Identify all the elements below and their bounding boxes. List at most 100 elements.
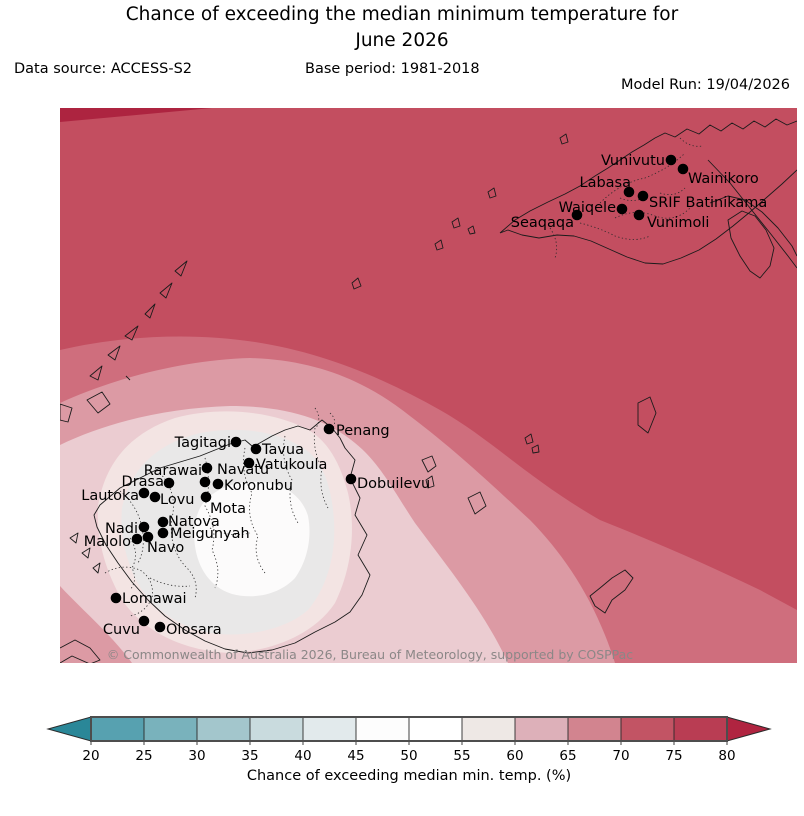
town-dot-vunivutu (665, 154, 677, 166)
town-dot-lomawai (110, 592, 122, 604)
town-dot-rarawai (201, 462, 213, 474)
title-line-2: June 2026 (355, 30, 449, 52)
colorbar-segment-45-50 (356, 717, 409, 741)
colorbar-tick-labels: 20 25 30 35 40 45 50 55 60 65 70 75 80 (82, 748, 735, 764)
town-dot-waiqele (616, 203, 628, 215)
town-dot-vunimoli (633, 209, 645, 221)
town-label-natova: Natova (168, 514, 220, 530)
town-dot-natova (157, 516, 169, 528)
colorbar-left-arrow (46, 716, 92, 742)
colorbar-segment-20-25 (91, 717, 144, 741)
page-title: Chance of exceeding the median minimum t… (0, 2, 804, 55)
town-dot-olosara (154, 621, 166, 633)
small-islands-north (351, 133, 569, 290)
town-label-malolo: Malolo (84, 534, 131, 550)
colorbar-tick-65: 65 (559, 748, 576, 764)
town-dot-vatukoula (243, 457, 255, 469)
town-label-waiqele: Waiqele (559, 200, 616, 216)
colorbar-segment-50-55 (409, 717, 462, 741)
colorbar-right-arrow (726, 716, 772, 742)
town-label-nadi: Nadi (105, 521, 138, 537)
band-gt80 (60, 108, 212, 122)
town-label-lovu: Lovu (160, 492, 194, 508)
town-dot-tagitagi (230, 436, 242, 448)
colorbar-segment-70-75 (621, 717, 674, 741)
town-label-labasa: Labasa (580, 175, 632, 191)
colorbar-segment-55-60 (462, 717, 515, 741)
colorbar-caption: Chance of exceeding median min. temp. (%… (247, 768, 571, 784)
town-label-tagitagi: Tagitagi (174, 435, 231, 451)
town-dot-drasa (163, 477, 175, 489)
colorbar-tick-20: 20 (82, 748, 99, 764)
town-label-vatukoula: Vatukoula (256, 457, 327, 473)
town-dot-dobuilevu (345, 473, 357, 485)
town-label-tavua: Tavua (261, 442, 304, 458)
small-islands-east (421, 396, 657, 515)
colorbar-tick-30: 30 (188, 748, 205, 764)
town-label-navo: Navo (147, 540, 184, 556)
colorbar-tick-80: 80 (718, 748, 735, 764)
model-run-label: Model Run: 19/04/2026 (620, 77, 790, 94)
town-label-lomawai: Lomawai (122, 591, 186, 607)
mamanuca-islets (60, 532, 101, 663)
town-label-wainikoro: Wainikoro (688, 171, 759, 187)
colorbar-tick-45: 45 (347, 748, 364, 764)
town-label-koronubu: Koronubu (224, 478, 293, 494)
town-dot-meigunyah (157, 527, 169, 539)
town-label-penang: Penang (336, 423, 390, 439)
colorbar-segment-25-30 (144, 717, 197, 741)
colorbar-tick-35: 35 (241, 748, 258, 764)
colorbar-tick-25: 25 (135, 748, 152, 764)
town-dot-malolo (131, 533, 143, 545)
taveuni-coast (727, 210, 775, 279)
colorbar-tick-50: 50 (400, 748, 417, 764)
town-dot-mota (200, 491, 212, 503)
band-45-50 (194, 481, 310, 597)
town-dot-labasa (623, 186, 635, 198)
coastlines (60, 118, 797, 663)
colorbar-segment-65-70 (568, 717, 621, 741)
colorbar-segment-60-65 (515, 717, 568, 741)
colorbar-segments (90, 717, 728, 745)
viti-levu-coast (93, 419, 371, 654)
title-line-1: Chance of exceeding the median minimum t… (125, 4, 679, 25)
kadavu-coast (589, 569, 634, 614)
town-label-drasa: Drasa (122, 474, 164, 490)
yasawa-islands (60, 260, 188, 423)
town-label-vunimoli: Vunimoli (647, 215, 709, 231)
colorbar-tick-70: 70 (612, 748, 629, 764)
town-label-meigunyah: Meigunyah (170, 526, 250, 542)
colorbar-segment-30-35 (197, 717, 250, 741)
town-label-seaqaqa: Seaqaqa (511, 215, 574, 231)
town-label-mota: Mota (210, 501, 246, 517)
town-label-vunivutu: Vunivutu (601, 153, 665, 169)
data-source-label: Data source: ACCESS-S2 (14, 61, 193, 77)
colorbar-tick-60: 60 (506, 748, 523, 764)
copyright-text: © Commonwealth of Australia 2026, Bureau… (107, 647, 633, 662)
town-dot-navatu (199, 476, 211, 488)
colorbar: 20 25 30 35 40 45 50 55 60 65 70 75 80 Chance of exc… (46, 716, 772, 784)
colorbar-outline (90, 716, 728, 742)
vanua-levu-coast (499, 118, 797, 265)
town-label-srif-batinikama: SRIF Batinikama (649, 195, 767, 211)
town-dot-lautoka (138, 487, 150, 499)
town-label-rarawai: Rarawai (144, 463, 202, 479)
town-dot-srif-batinikama (637, 190, 649, 202)
colorbar-tick-75: 75 (665, 748, 682, 764)
base-period-label: Base period: 1981-2018 (305, 61, 480, 77)
town-dot-seaqaqa (571, 209, 583, 221)
town-dot-koronubu (212, 478, 224, 490)
town-dot-tavua (250, 443, 262, 455)
town-dot-wainikoro (677, 163, 689, 175)
colorbar-tick-55: 55 (453, 748, 470, 764)
town-label-cuvu: Cuvu (103, 622, 140, 638)
natewa-bay-coast (707, 159, 797, 269)
colorbar-segment-35-40 (250, 717, 303, 741)
colorbar-segment-75-80 (674, 717, 727, 741)
colorbar-segment-40-45 (303, 717, 356, 741)
town-markers: Vunivutu Wainikoro Labasa SRIF Batinikama Wa… (81, 153, 767, 638)
colorbar-tick-40: 40 (294, 748, 311, 764)
town-label-olosara: Olosara (166, 622, 222, 638)
town-dot-cuvu (138, 615, 150, 627)
